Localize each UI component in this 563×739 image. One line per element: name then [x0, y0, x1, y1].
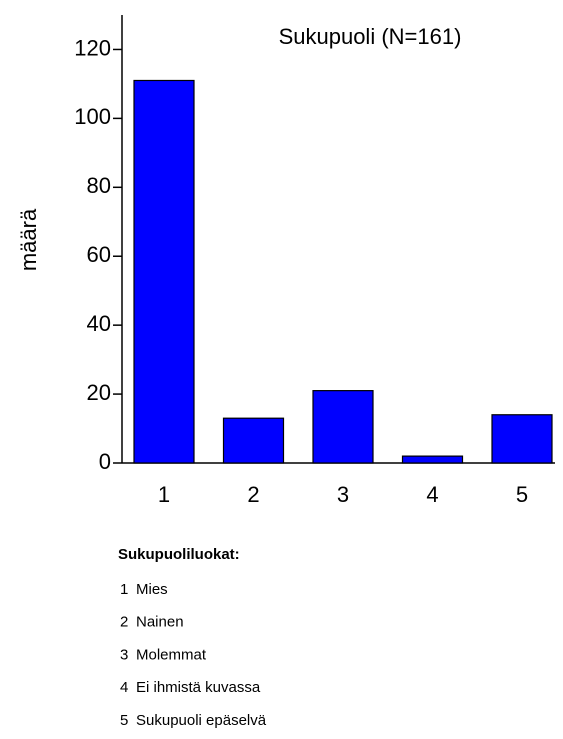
x-tick-label: 3 — [337, 482, 349, 507]
legend-item: Nainen — [136, 614, 184, 631]
x-tick-label: 2 — [247, 482, 259, 507]
y-tick-label: 80 — [87, 173, 111, 198]
legend-item: Molemmat — [136, 646, 207, 663]
x-tick-label: 5 — [516, 482, 528, 507]
legend-item: Sukupuoli epäselvä — [136, 712, 267, 729]
bar — [312, 390, 374, 464]
y-tick-label: 40 — [87, 311, 111, 336]
legend-title: Sukupuoliluokat: — [118, 546, 240, 563]
legend-number: 3 — [120, 646, 128, 663]
bar — [222, 417, 285, 464]
legend-number: 4 — [120, 679, 128, 696]
legend-number: 5 — [120, 712, 128, 729]
legend-number: 1 — [120, 581, 128, 598]
bar — [401, 455, 464, 464]
y-tick-label: 100 — [74, 104, 111, 129]
legend-item: Mies — [136, 581, 168, 598]
y-tick-label: 120 — [74, 35, 111, 60]
legend-number: 2 — [120, 614, 128, 631]
chart-title: Sukupuoli (N=161) — [279, 24, 462, 49]
y-tick-label: 20 — [87, 380, 111, 405]
x-tick-label: 1 — [158, 482, 170, 507]
x-tick-label: 4 — [426, 482, 438, 507]
bar — [491, 414, 553, 464]
bar — [133, 79, 195, 464]
legend-item: Ei ihmistä kuvassa — [136, 679, 261, 696]
y-tick-label: 0 — [99, 449, 111, 474]
y-axis-label: määrä — [16, 208, 41, 271]
y-tick-label: 60 — [87, 242, 111, 267]
